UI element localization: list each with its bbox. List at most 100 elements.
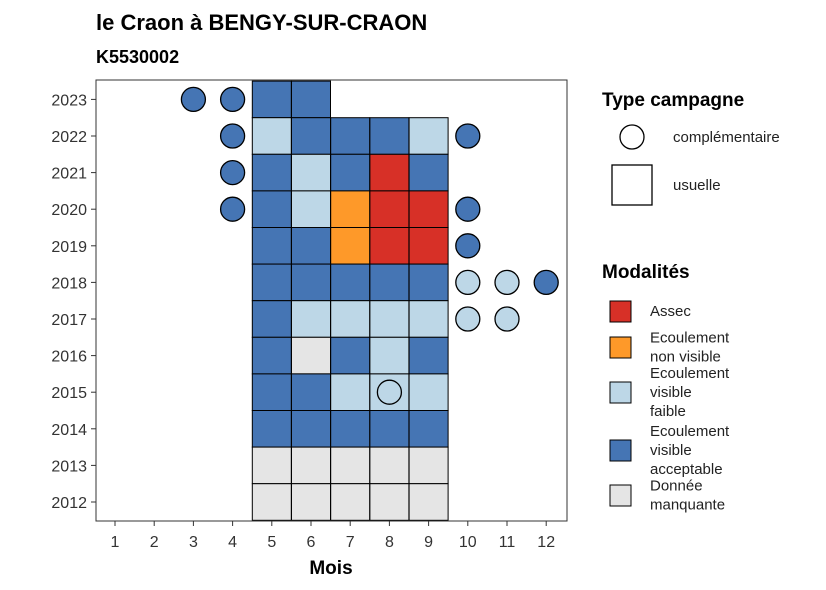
tile-2020-6 [291,190,331,228]
tile-2021-8 [369,153,410,192]
tile-2013-8 [369,446,410,485]
tile-2022-8 [369,117,410,155]
tile-2017-9 [408,300,449,338]
tile-2017-6 [291,300,331,338]
tile-2017-8 [369,300,410,338]
point-2019-10 [455,233,481,259]
tile-2017-7 [330,300,371,338]
tile-2012-5 [251,483,292,521]
x-tick-label-11: 11 [499,534,516,551]
legend-swatch-ecoulement-visible-faible [609,381,632,404]
tile-2015-6 [291,373,331,411]
x-tick-label-2: 2 [150,534,159,551]
y-tick-label-2020: 2020 [51,202,87,219]
tile-2012-8 [369,483,410,521]
x-tick-label-3: 3 [189,534,198,551]
point-2020-4 [219,196,246,222]
tile-2019-9 [408,227,449,265]
point-2022-10 [455,123,481,149]
legend-type-campagne: Type campagne complémentaire usuelle [602,90,780,206]
tile-2018-8 [369,263,410,302]
point-2017-10 [455,306,481,332]
legend-label-ecoulement-visible-faible: Ecoulement visible faible [650,365,730,420]
tile-2019-7 [330,227,371,265]
tile-2014-5 [251,410,292,448]
point-2017-11 [494,306,520,332]
tile-2014-7 [330,410,371,448]
legend-key-usuelle [611,164,653,206]
y-tick-label-2018: 2018 [51,275,87,292]
tile-2013-5 [251,446,292,485]
tile-2021-5 [251,153,292,192]
tile-2014-6 [291,410,331,448]
tile-2013-7 [330,446,371,485]
y-tick-label-2014: 2014 [51,422,87,439]
tile-2015-5 [251,373,292,411]
tile-2018-7 [330,263,371,302]
legend-label-assec: Assec [650,303,691,320]
plot-border [95,79,568,522]
legend-label-donnee-manquante: Donnée manquante [650,478,725,514]
tile-2020-9 [408,190,449,228]
tile-2012-9 [408,483,449,521]
legend-swatch-donnee-manquante [609,484,632,507]
usuelle-tiles [251,80,449,521]
tile-2020-7 [330,190,371,228]
tile-2023-5 [251,80,292,119]
tile-2022-6 [291,117,331,155]
tile-2019-8 [369,227,410,265]
plot-panel [95,79,568,522]
legend-label-ecoulement-non-visible: Ecoulement non visible [650,330,730,366]
x-tick-label-6: 6 [307,534,316,551]
tile-2020-5 [251,190,292,228]
y-tick-label-2015: 2015 [51,385,87,402]
y-tick-label-2012: 2012 [51,495,87,512]
y-tick-label-2022: 2022 [51,129,87,146]
y-tick-label-2017: 2017 [51,312,87,329]
legend-swatch-assec [609,300,632,323]
chart-subtitle: K5530002 [96,47,179,67]
tile-2014-9 [408,410,449,448]
chart-title: le Craon à BENGY-SUR-CRAON [96,10,427,35]
x-tick-label-4: 4 [228,534,237,551]
legend-key-complementaire [619,124,645,150]
point-2023-4 [219,86,246,113]
tile-2021-6 [291,153,331,192]
x-axis: 1 2 3 4 5 6 7 8 9 10 11 12 [111,521,555,551]
tile-2019-6 [291,227,331,265]
tile-2014-8 [369,410,410,448]
tile-2022-7 [330,117,371,155]
legend-type-title: Type campagne [602,90,744,111]
tile-2015-9 [408,373,449,411]
point-2023-3 [180,86,207,113]
tile-2017-5 [251,300,292,338]
point-2018-11 [494,269,520,296]
x-tick-label-8: 8 [385,534,394,551]
tile-2013-6 [291,446,331,485]
y-tick-label-2019: 2019 [51,239,87,256]
tile-2016-7 [330,336,371,375]
legend-label-complementaire: complémentaire [673,129,780,146]
tile-2013-9 [408,446,449,485]
tile-2021-9 [408,153,449,192]
point-2018-12 [533,269,559,296]
point-2022-4 [219,123,246,149]
tile-2018-9 [408,263,449,302]
point-2018-10 [455,269,481,296]
point-2015-8 [376,379,403,405]
y-axis: 2012 2013 2014 2015 2016 2017 2018 2019 2020 2021… [51,92,96,512]
tile-2018-5 [251,263,292,302]
tile-2021-7 [330,153,371,192]
tile-2023-6 [291,80,331,119]
tile-2016-9 [408,336,449,375]
tile-2018-6 [291,263,331,302]
legend-modalites-title: Modalités [602,262,690,283]
tile-2016-8 [369,336,410,375]
legend-label-usuelle: usuelle [673,177,721,194]
x-axis-title: Mois [309,558,352,579]
point-2020-10 [455,196,481,222]
tile-2016-5 [251,336,292,375]
x-tick-label-10: 10 [459,534,477,551]
tile-2012-6 [291,483,331,521]
